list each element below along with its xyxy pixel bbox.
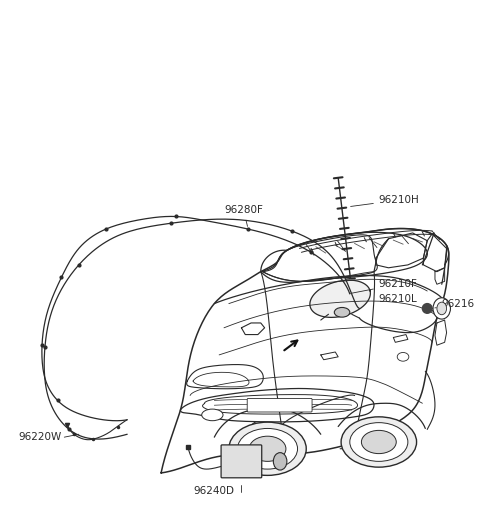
Ellipse shape	[350, 423, 408, 461]
Text: 96210L: 96210L	[379, 294, 418, 304]
Ellipse shape	[249, 436, 286, 461]
Text: 96280F: 96280F	[224, 204, 263, 226]
Ellipse shape	[341, 417, 417, 467]
FancyBboxPatch shape	[247, 399, 312, 412]
Text: 96240D: 96240D	[194, 486, 235, 496]
Text: 96220W: 96220W	[19, 432, 62, 442]
FancyBboxPatch shape	[221, 445, 262, 478]
Ellipse shape	[238, 428, 298, 469]
Polygon shape	[310, 280, 371, 317]
Ellipse shape	[397, 353, 409, 361]
Text: 96210F: 96210F	[350, 279, 418, 293]
Ellipse shape	[437, 302, 446, 315]
Ellipse shape	[202, 409, 223, 420]
Text: 96216: 96216	[435, 299, 475, 309]
Ellipse shape	[229, 422, 306, 475]
Ellipse shape	[334, 308, 350, 317]
Circle shape	[422, 303, 432, 313]
Text: 96210H: 96210H	[350, 195, 420, 207]
Ellipse shape	[273, 452, 287, 470]
Ellipse shape	[433, 298, 450, 319]
Ellipse shape	[361, 430, 396, 453]
